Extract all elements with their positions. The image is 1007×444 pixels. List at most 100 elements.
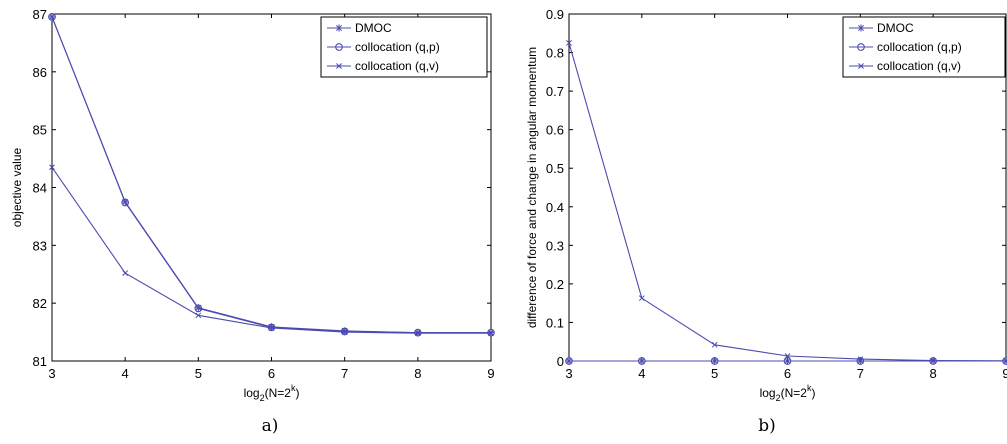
- data-point: [48, 13, 56, 21]
- x-axis-label-sup: k: [291, 383, 296, 393]
- legend-marker-b: [336, 63, 342, 69]
- x-tick-label: 9: [1002, 366, 1007, 381]
- legend-entry: collocation (q,v): [877, 59, 961, 73]
- data-point-b: [414, 330, 421, 337]
- data-point: [268, 325, 275, 331]
- data-point-b: [784, 353, 791, 359]
- y-tick-label: 86: [33, 65, 47, 80]
- x-axis-label-sub: 2: [260, 393, 265, 403]
- x-axis-label-sup: k: [807, 383, 812, 393]
- legend-entry: DMOC: [355, 21, 392, 35]
- data-point-b: [857, 356, 864, 362]
- legend-marker: [858, 63, 864, 69]
- x-tick-label: 4: [122, 366, 129, 381]
- data-point-b: [341, 329, 348, 335]
- x-axis-label: log2(N=2k): [244, 383, 300, 403]
- x-axis-label-mid: (N=2: [781, 386, 808, 400]
- data-point-b: [122, 270, 129, 276]
- legend-marker-b: [858, 63, 864, 69]
- data-point: [565, 357, 573, 365]
- data-point-b: [195, 312, 202, 319]
- data-point-b: [566, 40, 572, 46]
- data-point: [1003, 357, 1007, 364]
- chart-a: 3 4 5 6 7 8 9 81 82 83 84 85 86 87 log2(N=2k) objective…: [10, 7, 495, 436]
- legend-entry: collocation (q,p): [355, 40, 440, 54]
- data-point: [710, 357, 719, 365]
- data-point-b: [488, 330, 494, 337]
- x-tick-label: 5: [195, 366, 202, 381]
- legend-marker: [336, 63, 342, 69]
- data-point: [638, 295, 645, 302]
- y-tick-label: 0.2: [546, 277, 564, 292]
- x-tick-label: 3: [48, 366, 55, 381]
- legend-entry: collocation (q,p): [877, 40, 962, 54]
- data-point: [711, 341, 718, 348]
- y-tick-label: 0.7: [546, 84, 564, 99]
- legend: DMOC collocation (q,p) collocation (q,v): [320, 16, 488, 78]
- y-tick-label: 0.3: [546, 238, 564, 253]
- legend-marker: [335, 43, 343, 51]
- data-point: [194, 304, 203, 313]
- data-point: [856, 357, 865, 365]
- y-tick-label: 0: [557, 354, 564, 369]
- chart-b: 3 4 5 6 7 8 9 0 0.1 0.2 0.3 0.4 0.5 0.6 0.7 0.8 0.9 log2(…: [525, 7, 1007, 436]
- data-point-b: [711, 341, 718, 348]
- y-tick-label: 0.9: [546, 7, 564, 22]
- x-tick-label: 4: [638, 366, 645, 381]
- y-tick-label: 83: [33, 238, 47, 253]
- legend: DMOC collocation (q,p) collocation (q,v): [842, 16, 1006, 78]
- legend-marker-d2: [335, 24, 343, 32]
- data-point-d2: [48, 13, 56, 20]
- x-tick-label: 9: [487, 366, 494, 381]
- data-point-b: [268, 325, 275, 331]
- legend-marker-d2: [857, 24, 865, 32]
- data-point-b: [49, 164, 55, 171]
- data-point: [195, 312, 202, 319]
- x-tick-label: 8: [414, 366, 421, 381]
- legend-marker: [335, 24, 343, 32]
- figure-caption: a): [262, 416, 279, 436]
- y-tick-label: 0.1: [546, 315, 564, 330]
- y-tick-label: 84: [33, 181, 47, 196]
- data-point-b: [1003, 359, 1007, 364]
- data-point: [488, 330, 494, 337]
- y-tick-label: 85: [33, 123, 47, 138]
- x-axis-label-mid: (N=2: [265, 386, 292, 400]
- data-point: [637, 357, 646, 365]
- legend-entry: DMOC: [877, 21, 914, 35]
- x-axis-label-end: ): [295, 386, 299, 400]
- y-tick-label: 0.6: [546, 123, 564, 138]
- y-tick-label: 82: [33, 296, 47, 311]
- x-axis-label: log2(N=2k): [760, 383, 816, 403]
- y-axis-label: objective value: [10, 147, 24, 227]
- x-axis-label-end: ): [811, 386, 815, 400]
- data-point: [48, 13, 56, 21]
- x-tick-label: 7: [857, 366, 864, 381]
- x-axis-label-base: log: [760, 386, 776, 400]
- figure-caption: b): [758, 416, 776, 436]
- x-axis-label-sub: 2: [776, 393, 781, 403]
- legend-entry: collocation (q,v): [355, 59, 439, 73]
- x-tick-label: 8: [930, 366, 937, 381]
- x-tick-label: 7: [341, 366, 348, 381]
- y-tick-label: 0.8: [546, 46, 564, 61]
- data-point: [49, 164, 55, 171]
- data-point: [930, 357, 937, 364]
- legend-marker: [857, 24, 865, 32]
- y-tick-label: 0.4: [546, 200, 564, 215]
- data-point: [857, 356, 864, 362]
- y-tick-label: 81: [33, 354, 47, 369]
- y-axis-label: difference of force and change in angula…: [525, 47, 539, 328]
- x-tick-label: 6: [268, 366, 275, 381]
- data-point: [121, 198, 130, 207]
- x-tick-label: 5: [711, 366, 718, 381]
- data-point: [414, 330, 421, 337]
- data-point: [783, 357, 792, 365]
- x-tick-label: 3: [565, 366, 572, 381]
- data-point-b: [930, 357, 937, 364]
- series-2: [566, 40, 1007, 364]
- data-point-b: [638, 295, 645, 302]
- x-axis-label-base: log: [244, 386, 260, 400]
- y-tick-label: 0.5: [546, 161, 564, 176]
